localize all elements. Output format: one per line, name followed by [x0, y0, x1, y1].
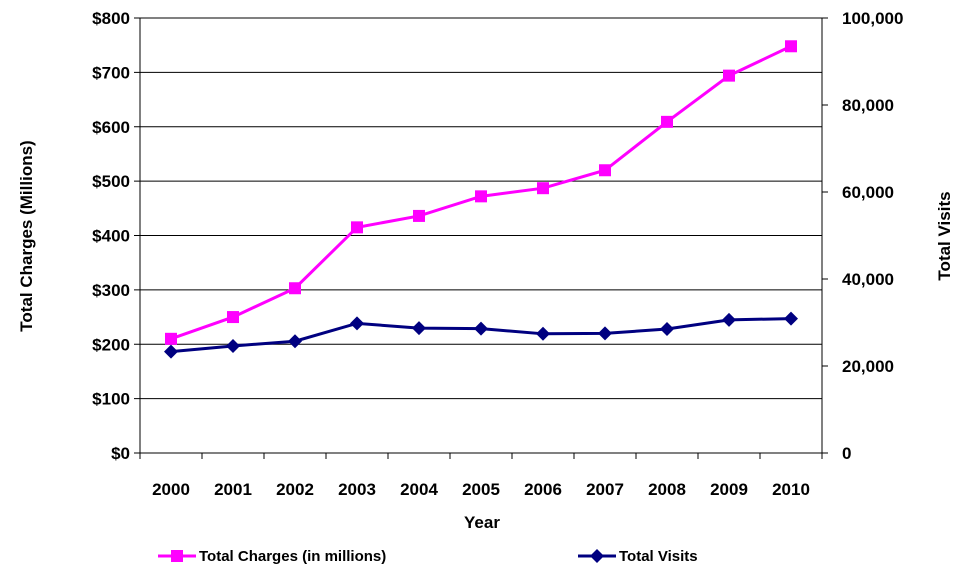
- legend-label: Total Charges (in millions): [199, 548, 386, 565]
- data-point-square: [599, 164, 611, 177]
- left-tick-label: $0: [111, 444, 130, 463]
- left-tick-label: $200: [92, 335, 130, 354]
- x-tick-label: 2008: [648, 480, 686, 499]
- left-tick-label: $300: [92, 281, 130, 300]
- x-tick-label: 2004: [400, 480, 438, 499]
- series-layer: [164, 40, 798, 359]
- x-tick-label: 2000: [152, 480, 190, 499]
- right-tick-label: 0: [842, 444, 851, 463]
- data-point-square: [165, 332, 177, 345]
- x-tick-label: 2007: [586, 480, 624, 499]
- data-point-diamond: [226, 338, 240, 353]
- data-point-diamond: [590, 549, 604, 563]
- data-point-square: [289, 282, 301, 295]
- data-point-square: [171, 550, 183, 562]
- x-tick-label: 2003: [338, 480, 376, 499]
- data-point-diamond: [474, 321, 488, 336]
- y-axis-right-title: Total Visits: [935, 191, 954, 280]
- y-axis-left-title: Total Charges (Millions): [17, 140, 36, 331]
- right-y-axis: 0 20,000 40,000 60,000 80,000 100,000: [822, 9, 903, 463]
- data-point-square: [413, 209, 425, 222]
- data-point-square: [227, 311, 239, 324]
- left-tick-label: $400: [92, 227, 130, 246]
- left-tick-label: $800: [92, 9, 130, 28]
- x-tick-label: 2006: [524, 480, 562, 499]
- data-point-diamond: [598, 326, 612, 341]
- data-point-diamond: [536, 326, 550, 341]
- legend-label: Total Visits: [619, 548, 698, 565]
- x-axis-title: Year: [464, 513, 500, 532]
- x-tick-label: 2002: [276, 480, 314, 499]
- data-point-diamond: [412, 321, 426, 336]
- x-tick-label: 2009: [710, 480, 748, 499]
- data-point-square: [537, 182, 549, 195]
- data-point-diamond: [784, 311, 798, 326]
- data-point-diamond: [350, 316, 364, 331]
- left-y-axis: $0 $100 $200 $300 $400 $500 $600 $700 $800: [92, 9, 140, 463]
- data-point-diamond: [722, 312, 736, 327]
- right-tick-label: 100,000: [842, 9, 903, 28]
- data-point-square: [785, 40, 797, 53]
- data-point-diamond: [164, 344, 178, 359]
- data-point-square: [351, 221, 363, 234]
- left-tick-label: $500: [92, 172, 130, 191]
- data-point-square: [723, 69, 735, 82]
- right-tick-label: 80,000: [842, 96, 894, 115]
- right-tick-label: 60,000: [842, 183, 894, 202]
- x-tick-label: 2001: [214, 480, 252, 499]
- x-tick-label: 2010: [772, 480, 810, 499]
- data-point-diamond: [288, 334, 302, 349]
- data-point-diamond: [660, 322, 674, 337]
- data-point-square: [661, 115, 673, 128]
- data-point-square: [475, 190, 487, 203]
- x-axis: 2000 2001 2002 2003 2004 2005 2006 2007 2008 2009…: [139, 453, 823, 499]
- left-tick-label: $700: [92, 63, 130, 82]
- left-tick-label: $600: [92, 118, 130, 137]
- left-tick-label: $100: [92, 390, 130, 409]
- x-tick-label: 2005: [462, 480, 500, 499]
- legend: Total Charges (in millions) Total Visits: [158, 548, 698, 565]
- right-tick-label: 20,000: [842, 357, 894, 376]
- right-tick-label: 40,000: [842, 270, 894, 289]
